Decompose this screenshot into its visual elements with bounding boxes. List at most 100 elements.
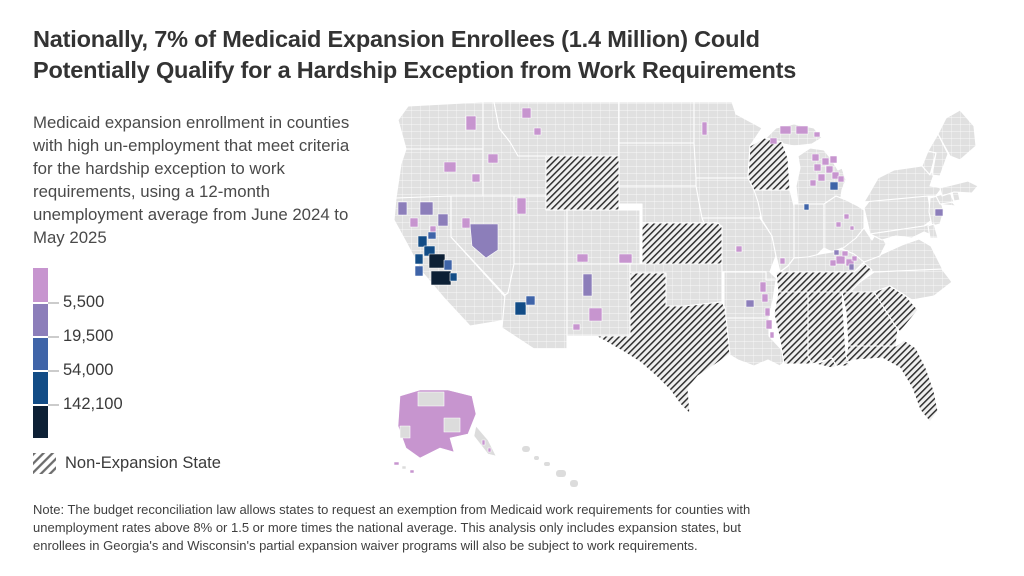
county-cluster-michigan-up-4 bbox=[813, 131, 821, 138]
chart-title-line-2: Potentially Qualify for a Hardship Excep… bbox=[33, 57, 797, 83]
county-cluster-north-michigan-2 bbox=[821, 157, 830, 166]
county-cluster-east-louisiana bbox=[769, 331, 775, 339]
alaska-panhandle-purple-1 bbox=[481, 439, 486, 446]
legend-tick-divider bbox=[33, 404, 48, 406]
state-oregon[interactable] bbox=[395, 148, 484, 199]
state-texas-non-expansion[interactable] bbox=[595, 272, 731, 415]
county-cluster-nye-nevada bbox=[469, 223, 499, 259]
alaska-inset bbox=[393, 389, 497, 474]
aleutian-island-2 bbox=[401, 465, 407, 470]
alaska-gray-borough-1 bbox=[417, 391, 445, 407]
legend-tick-divider bbox=[33, 302, 48, 304]
county-cluster-inyo-ca bbox=[449, 272, 458, 282]
legend-tick bbox=[48, 302, 59, 304]
county-cluster-socorro-nm bbox=[582, 273, 593, 297]
state-south-dakota[interactable] bbox=[618, 142, 699, 187]
county-cluster-kern-ca bbox=[430, 270, 452, 286]
county-cluster-la-paz-az bbox=[525, 295, 536, 306]
county-cluster-yuma-az bbox=[514, 301, 527, 316]
county-cluster-northeast-louisiana-1 bbox=[764, 307, 771, 317]
legend-non-expansion: Non-Expansion State bbox=[33, 453, 221, 474]
state-south-carolina-non-expansion[interactable] bbox=[873, 285, 919, 333]
county-cluster-ohio-3 bbox=[849, 225, 855, 231]
hawaii-island-maui[interactable] bbox=[556, 470, 566, 477]
legend-label-54000: 54,000 bbox=[63, 361, 114, 379]
hawaii-island-molokai[interactable] bbox=[544, 462, 550, 466]
county-cluster-sacramento-valley bbox=[417, 235, 428, 248]
state-maryland[interactable] bbox=[869, 223, 935, 241]
chart-title: Nationally, 7% of Medicaid Expansion Enr… bbox=[33, 24, 993, 86]
legend-color-ramp bbox=[33, 268, 48, 438]
county-cluster-north-indiana bbox=[803, 203, 810, 211]
county-cluster-north-michigan-8 bbox=[809, 179, 817, 187]
state-maine[interactable] bbox=[937, 109, 977, 161]
county-cluster-north-michigan-1 bbox=[811, 153, 820, 162]
state-delaware[interactable] bbox=[927, 223, 939, 239]
legend-swatch-category-2 bbox=[33, 302, 48, 336]
legend-tick-divider bbox=[33, 370, 48, 372]
county-cluster-east-kentucky-1 bbox=[835, 255, 846, 265]
county-cluster-east-kentucky-3 bbox=[829, 259, 837, 267]
county-cluster-east-kentucky-4 bbox=[841, 250, 849, 257]
legend-swatch-category-3 bbox=[33, 336, 48, 370]
county-cluster-michigan-thumb bbox=[837, 175, 845, 183]
state-arizona[interactable] bbox=[501, 263, 568, 350]
non-expansion-hatch-swatch-icon bbox=[33, 453, 56, 474]
aleutian-island-1 bbox=[393, 461, 400, 466]
county-cluster-southeast-colorado bbox=[618, 253, 633, 264]
map-svg bbox=[393, 101, 979, 487]
non-expansion-states-group bbox=[545, 137, 939, 423]
county-cluster-north-michigan-5 bbox=[817, 173, 826, 182]
state-wyoming-non-expansion[interactable] bbox=[545, 155, 620, 211]
county-cluster-south-new-jersey bbox=[934, 208, 944, 217]
hawaii-island-oahu[interactable] bbox=[534, 456, 539, 460]
alaska-gray-borough-2 bbox=[443, 417, 461, 433]
county-cluster-sierra-ca bbox=[429, 225, 437, 233]
state-alaska[interactable] bbox=[397, 389, 477, 459]
county-cluster-south-arkansas bbox=[745, 299, 755, 308]
hawaii-island-big-island[interactable] bbox=[570, 480, 578, 487]
county-cluster-north-michigan-3 bbox=[813, 163, 822, 172]
legend-swatch-category-4 bbox=[33, 370, 48, 404]
county-cluster-tulare-ca bbox=[443, 259, 453, 271]
county-cluster-bay-michigan bbox=[829, 181, 839, 191]
alaska-panhandle-purple-2 bbox=[487, 447, 492, 453]
county-cluster-west-utah bbox=[516, 197, 527, 215]
legend-label-19500: 19,500 bbox=[63, 327, 114, 345]
aleutian-island-3 bbox=[409, 469, 415, 474]
county-cluster-ohio-1 bbox=[835, 221, 842, 228]
state-kansas-non-expansion[interactable] bbox=[641, 222, 723, 265]
county-cluster-north-michigan-7 bbox=[831, 171, 840, 180]
county-cluster-east-kentucky-m2 bbox=[848, 263, 855, 271]
county-cluster-missouri bbox=[735, 245, 743, 253]
county-cluster-mendocino-ca bbox=[409, 217, 419, 228]
county-cluster-humboldt-ca bbox=[397, 201, 408, 216]
county-cluster-hidalgo-nm bbox=[572, 323, 581, 331]
county-cluster-east-kentucky-m1 bbox=[833, 249, 840, 256]
county-cluster-west-montana-2 bbox=[533, 127, 542, 136]
state-wisconsin-non-expansion[interactable] bbox=[747, 137, 791, 191]
county-cluster-michigan-up-1 bbox=[779, 125, 792, 135]
state-indiana[interactable] bbox=[793, 203, 825, 259]
legend-tick bbox=[48, 404, 59, 406]
county-cluster-wa-or-border bbox=[487, 153, 499, 164]
state-florida-non-expansion[interactable] bbox=[815, 339, 939, 423]
chart-subtitle: Medicaid expansion enrollment in countie… bbox=[33, 113, 350, 247]
county-cluster-plumas-ca bbox=[437, 213, 449, 227]
county-cluster-south-illinois bbox=[779, 257, 786, 265]
county-cluster-east-oregon bbox=[471, 173, 481, 183]
county-cluster-northeast-louisiana-2 bbox=[765, 319, 773, 330]
county-cluster-southeast-arkansas-1 bbox=[759, 281, 767, 293]
state-massachusetts[interactable] bbox=[939, 180, 979, 197]
legend-tick bbox=[48, 336, 59, 338]
hawaii-island-kauai[interactable] bbox=[522, 446, 530, 452]
state-montana[interactable] bbox=[493, 101, 620, 157]
state-north-dakota[interactable] bbox=[618, 101, 695, 144]
legend-swatch-category-5 bbox=[33, 404, 48, 438]
county-cluster-fresno-ca bbox=[428, 253, 446, 269]
county-cluster-east-kentucky-5 bbox=[851, 255, 858, 262]
us-county-choropleth-map bbox=[384, 96, 1024, 512]
hawaii-inset bbox=[522, 446, 578, 487]
county-cluster-michigan-up-3 bbox=[769, 137, 778, 145]
highlighted-county-clusters bbox=[397, 107, 944, 339]
